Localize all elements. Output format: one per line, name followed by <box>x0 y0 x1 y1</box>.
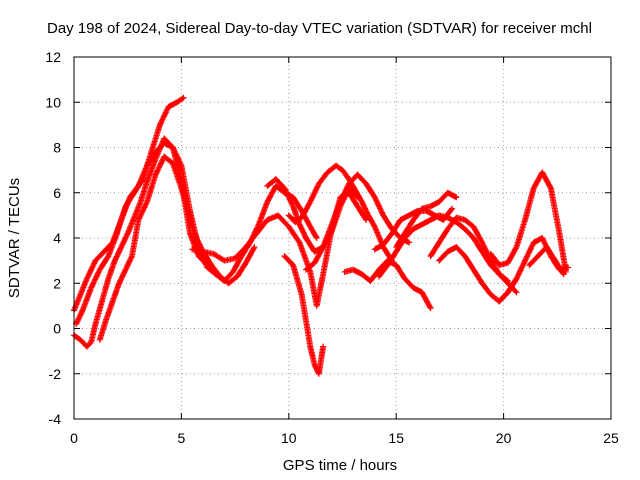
series-arc-2 <box>73 94 187 327</box>
y-tick-label: 4 <box>53 230 61 246</box>
series-arc-16 <box>487 169 569 275</box>
y-tick-label: -4 <box>49 411 62 427</box>
series-arc-10 <box>341 257 434 312</box>
y-axis-label: SDTVAR / TECUs <box>6 178 23 298</box>
y-tick-labels: -4 -2 0 2 4 6 8 10 12 <box>45 49 61 427</box>
y-tick-label: 0 <box>53 321 61 337</box>
series-markers <box>341 257 434 312</box>
chart-title: Day 198 of 2024, Sidereal Day-to-day VTE… <box>47 20 592 37</box>
y-tick-label: 8 <box>53 140 61 156</box>
series-markers <box>73 94 187 327</box>
series-markers <box>427 214 520 296</box>
series-markers <box>526 244 567 278</box>
series-markers <box>393 189 460 251</box>
y-tick-label: 2 <box>53 275 61 291</box>
x-tick-label: 20 <box>496 430 512 446</box>
data-series <box>71 94 572 377</box>
x-axis-label: GPS time / hours <box>283 457 397 474</box>
plot-frame <box>73 56 612 420</box>
series-arc-13 <box>393 189 460 251</box>
x-tick-labels: 0 5 10 15 20 25 <box>70 430 619 446</box>
series-arc-18 <box>526 244 567 278</box>
x-tick-label: 10 <box>281 430 297 446</box>
series-arc-7 <box>285 162 395 264</box>
series-arc-6 <box>281 253 327 377</box>
y-tick-label: -2 <box>49 366 62 382</box>
x-tick-label: 5 <box>178 430 186 446</box>
y-tick-label: 10 <box>45 94 61 110</box>
series-markers <box>285 162 395 264</box>
x-tick-label: 15 <box>388 430 404 446</box>
series-markers <box>281 253 327 377</box>
series-arc-14 <box>427 214 520 296</box>
series-markers <box>487 169 569 275</box>
x-tick-label: 0 <box>70 430 78 446</box>
y-tick-label: 12 <box>45 49 61 65</box>
grid <box>74 57 611 419</box>
y-tick-label: 6 <box>53 185 61 201</box>
x-tick-label: 25 <box>603 430 619 446</box>
